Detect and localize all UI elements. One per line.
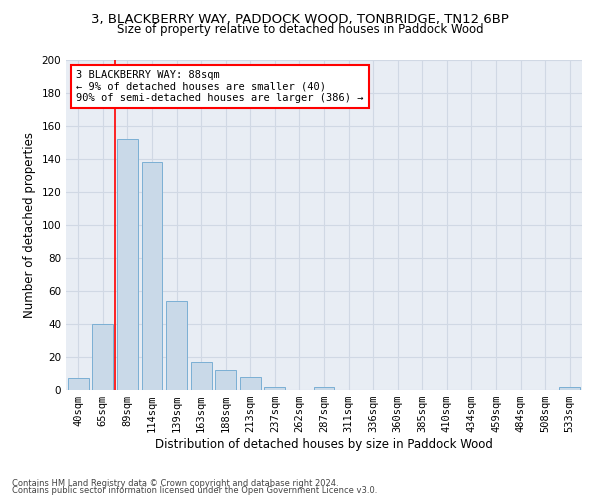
Text: 3, BLACKBERRY WAY, PADDOCK WOOD, TONBRIDGE, TN12 6BP: 3, BLACKBERRY WAY, PADDOCK WOOD, TONBRID…: [91, 12, 509, 26]
X-axis label: Distribution of detached houses by size in Paddock Wood: Distribution of detached houses by size …: [155, 438, 493, 451]
Bar: [142, 162, 163, 390]
Bar: [215, 370, 236, 390]
Y-axis label: Number of detached properties: Number of detached properties: [23, 132, 36, 318]
Text: Size of property relative to detached houses in Paddock Wood: Size of property relative to detached ho…: [116, 22, 484, 36]
Bar: [314, 386, 334, 390]
Text: Contains public sector information licensed under the Open Government Licence v3: Contains public sector information licen…: [12, 486, 377, 495]
Text: Contains HM Land Registry data © Crown copyright and database right 2024.: Contains HM Land Registry data © Crown c…: [12, 478, 338, 488]
Text: 3 BLACKBERRY WAY: 88sqm
← 9% of detached houses are smaller (40)
90% of semi-det: 3 BLACKBERRY WAY: 88sqm ← 9% of detached…: [76, 70, 364, 103]
Bar: [117, 139, 138, 390]
Bar: [166, 301, 187, 390]
Bar: [92, 324, 113, 390]
Bar: [68, 378, 89, 390]
Bar: [191, 362, 212, 390]
Bar: [559, 386, 580, 390]
Bar: [240, 377, 261, 390]
Bar: [265, 386, 286, 390]
